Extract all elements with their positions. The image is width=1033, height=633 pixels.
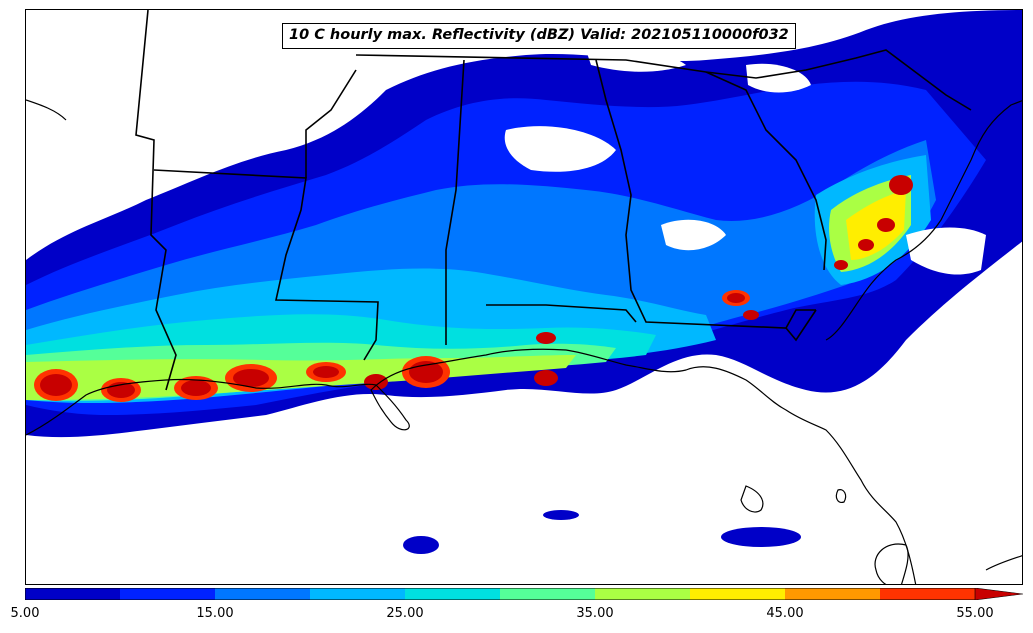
reflectivity-map: 10 C hourly max. Reflectivity (dBZ) Vali… (25, 9, 1023, 585)
colorbar-segment (25, 588, 121, 600)
colorbar-segment (785, 588, 881, 600)
reflectivity-field (26, 10, 1022, 554)
colorbar-segment (880, 588, 976, 600)
coastline (26, 99, 1022, 584)
colorbar-tick-label: 35.00 (576, 606, 614, 621)
colorbar-tick-label: 25.00 (386, 606, 424, 621)
colorbar-segment (690, 588, 786, 600)
colorbar-segment (215, 588, 311, 600)
colorbar-segment (405, 588, 501, 600)
colorbar-segment (595, 588, 691, 600)
map-canvas (26, 10, 1022, 584)
map-title: 10 C hourly max. Reflectivity (dBZ) Vali… (282, 23, 796, 49)
colorbar (25, 588, 1023, 600)
colorbar-extend-arrow (974, 588, 1023, 600)
colorbar-tick-label: 15.00 (196, 606, 234, 621)
boundaries (135, 10, 972, 391)
colorbar-tick-label: 45.00 (766, 606, 804, 621)
colorbar-segment (120, 588, 216, 600)
carolina-cells (814, 155, 931, 285)
colorbar-segment (310, 588, 406, 600)
colorbar-tick-label: 55.00 (956, 606, 994, 621)
colorbar-tick-label: 5.00 (10, 606, 40, 621)
colorbar-segment (500, 588, 596, 600)
clear-areas (504, 48, 986, 275)
